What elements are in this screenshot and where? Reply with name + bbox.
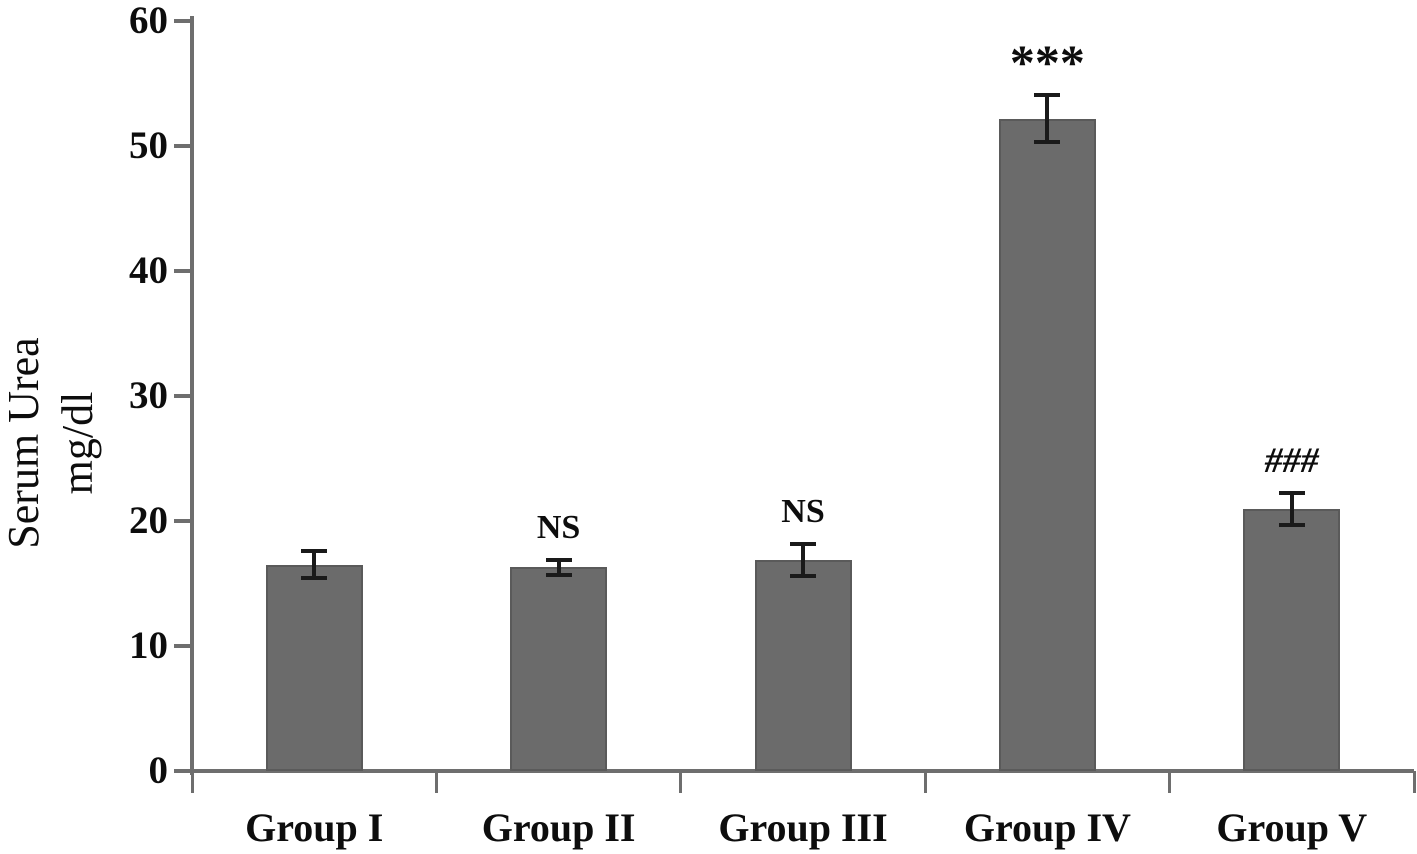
bar-group-v <box>1243 508 1341 771</box>
y-axis-tick-40 <box>174 269 192 273</box>
error-bar-cap-bottom-group-ii <box>545 572 572 577</box>
x-category-label-group-iii: Group III <box>718 805 888 850</box>
y-axis-tick-10 <box>174 644 192 648</box>
x-axis-tick-2 <box>679 771 683 793</box>
significance-label-group-ii: NS <box>536 509 581 546</box>
error-bar-cap-top-group-iii <box>790 541 816 546</box>
y-tick-label-50: 50 <box>129 124 168 167</box>
error-bar-cap-bottom-group-v <box>1278 522 1305 527</box>
error-bar-cap-top-group-v <box>1278 490 1305 495</box>
y-axis-tick-20 <box>174 519 192 523</box>
error-bar-line-group-ii <box>556 561 561 574</box>
y-axis-line <box>190 16 194 775</box>
error-bar-line-group-v <box>1289 493 1294 524</box>
x-axis-tick-1 <box>434 771 438 793</box>
bar-group-iii <box>754 559 852 771</box>
y-tick-label-30: 30 <box>129 374 168 417</box>
y-tick-label-20: 20 <box>129 499 168 542</box>
significance-label-group-iv: *** <box>1009 34 1085 90</box>
x-axis-line <box>190 769 1414 773</box>
x-category-label-group-ii: Group II <box>481 805 636 850</box>
x-axis-tick-5 <box>1412 771 1416 793</box>
error-bar-cap-top-group-ii <box>545 558 572 562</box>
significance-label-group-iii: NS <box>781 492 825 530</box>
x-axis-tick-4 <box>1168 771 1172 793</box>
error-bar-cap-bottom-group-iii <box>790 573 816 578</box>
y-axis-tick-30 <box>174 394 192 398</box>
bar-group-ii <box>510 567 608 771</box>
x-axis-tick-0 <box>190 771 194 793</box>
error-bar-cap-top-group-iv <box>1034 93 1061 97</box>
significance-label-group-v: ### <box>1264 439 1319 480</box>
error-bar-line-group-i <box>312 552 317 578</box>
y-tick-label-10: 10 <box>129 624 168 667</box>
y-tick-label-60: 60 <box>129 0 168 42</box>
error-bar-cap-bottom-group-i <box>301 576 328 581</box>
x-category-label-group-i: Group I <box>245 805 384 850</box>
y-axis-tick-0 <box>174 769 192 773</box>
error-bar-cap-bottom-group-iv <box>1034 140 1061 144</box>
x-category-label-group-v: Group V <box>1216 805 1368 850</box>
y-axis-tick-60 <box>174 19 192 23</box>
error-bar-cap-top-group-i <box>301 549 328 554</box>
error-bar-line-group-iii <box>801 544 805 575</box>
x-axis-tick-3 <box>923 771 927 793</box>
y-tick-label-0: 0 <box>148 749 169 792</box>
x-category-label-group-iv: Group IV <box>963 805 1131 850</box>
bar-group-iv <box>998 118 1096 771</box>
error-bar-line-group-iv <box>1045 96 1050 141</box>
y-axis-tick-50 <box>174 144 192 148</box>
bar-group-i <box>265 564 363 771</box>
y-tick-label-40: 40 <box>129 249 168 292</box>
